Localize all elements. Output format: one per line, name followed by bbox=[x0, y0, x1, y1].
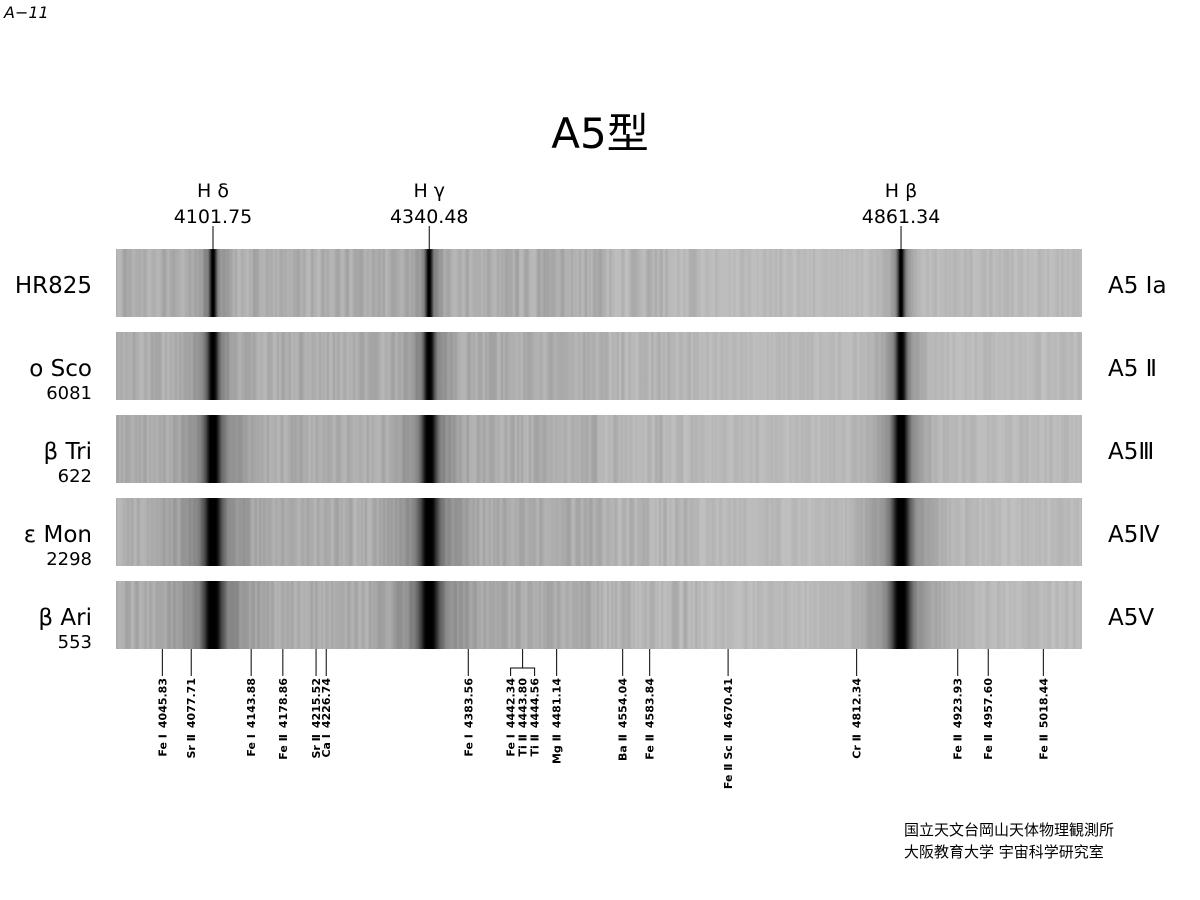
feature-label: Fe Ⅱ 4923.93 bbox=[952, 678, 965, 760]
feature-species: Sr Ⅱ bbox=[185, 734, 198, 758]
line-wavelength: 4101.75 bbox=[174, 206, 253, 228]
feature-label: Fe Ⅰ 4143.88 bbox=[245, 678, 258, 757]
feature-wavelength: 4957.60 bbox=[982, 678, 995, 728]
feature-species: Ba Ⅱ bbox=[617, 734, 630, 761]
star-name: ε Mon bbox=[24, 522, 92, 548]
feature-wavelength: 4442.34 bbox=[505, 678, 518, 728]
credit: 国立天文台岡山天体物理観測所 bbox=[904, 821, 1114, 839]
feature-wavelength: 4444.56 bbox=[529, 678, 542, 728]
star-name: β Tri bbox=[43, 439, 92, 465]
feature-label: Fe Ⅱ 4957.60 bbox=[982, 678, 995, 760]
feature-wavelength: 4481.14 bbox=[551, 678, 564, 728]
feature-bracket bbox=[510, 667, 536, 676]
spectral-class: A5Ⅳ bbox=[1108, 522, 1160, 548]
spectral-class: A5 Ⅱ bbox=[1108, 356, 1157, 382]
feature-species: Cr Ⅱ bbox=[851, 734, 864, 759]
spectrum-strip bbox=[116, 249, 1082, 317]
feature-species: Fe Ⅰ bbox=[245, 734, 258, 756]
feature-species: Fe Ⅱ bbox=[952, 734, 965, 760]
line-name: H δ bbox=[197, 180, 229, 202]
feature-wavelength: 4045.83 bbox=[156, 678, 169, 728]
spectrum-strip bbox=[116, 498, 1082, 566]
feature-label: Cr Ⅱ 4812.34 bbox=[851, 678, 864, 759]
feature-species: Ti Ⅱ bbox=[529, 734, 542, 756]
feature-label: Fe Ⅱ 5018.44 bbox=[1037, 678, 1050, 760]
feature-wavelength: 4226.74 bbox=[320, 678, 333, 728]
line-wavelength: 4340.48 bbox=[390, 206, 469, 228]
feature-label: Sr Ⅱ 4077.71 bbox=[185, 678, 198, 759]
title: A5型 bbox=[551, 109, 648, 158]
feature-label: Ba Ⅱ 4554.04 bbox=[617, 678, 630, 761]
line-name: H β bbox=[885, 180, 917, 202]
spectrum-strip bbox=[116, 581, 1082, 649]
feature-wavelength: 4215.52 bbox=[310, 678, 323, 728]
feature-species: Fe Ⅰ bbox=[156, 734, 169, 756]
feature-label: Fe Ⅰ 4045.83 bbox=[156, 678, 169, 757]
feature-wavelength: 4670.41 bbox=[722, 678, 735, 728]
feature-wavelength: 5018.44 bbox=[1037, 678, 1050, 728]
star-name: β Ari bbox=[38, 605, 92, 631]
feature-label: Fe Ⅰ 4383.56 bbox=[462, 678, 475, 757]
feature-species: Mg Ⅱ bbox=[551, 734, 564, 764]
feature-label: Sr Ⅱ 4215.52 bbox=[310, 678, 323, 759]
feature-label: Fe Ⅱ 4583.84 bbox=[644, 678, 657, 760]
feature-species: Sr Ⅱ bbox=[310, 734, 323, 758]
feature-label: Ca Ⅰ 4226.74 bbox=[320, 678, 333, 758]
star-number: 622 bbox=[58, 466, 92, 487]
feature-wavelength: 4143.88 bbox=[245, 678, 258, 728]
spectral-class: A5Ⅲ bbox=[1108, 439, 1154, 465]
spectral-class: A5 Ⅰa bbox=[1108, 273, 1167, 299]
feature-species: Fe Ⅱ bbox=[644, 734, 657, 760]
feature-wavelength: 4383.56 bbox=[462, 678, 475, 728]
feature-wavelength: 4583.84 bbox=[644, 678, 657, 728]
feature-species: Fe Ⅱ bbox=[982, 734, 995, 760]
feature-species: Fe Ⅱ Sc Ⅱ bbox=[722, 734, 735, 789]
feature-wavelength: 4443.80 bbox=[517, 678, 530, 728]
credit: 大阪教育大学 宇宙科学研究室 bbox=[904, 843, 1104, 861]
feature-label: Ti Ⅱ 4444.56 bbox=[529, 678, 542, 757]
feature-label: Fe Ⅱ 4178.86 bbox=[277, 678, 290, 760]
feature-species: Fe Ⅱ bbox=[277, 734, 290, 760]
feature-wavelength: 4812.34 bbox=[851, 678, 864, 728]
feature-species: Ti Ⅱ bbox=[517, 734, 530, 756]
feature-label: Mg Ⅱ 4481.14 bbox=[551, 678, 564, 764]
feature-species: Fe Ⅰ bbox=[462, 734, 475, 756]
feature-wavelength: 4077.71 bbox=[185, 678, 198, 728]
feature-species: Ca Ⅰ bbox=[320, 734, 333, 757]
star-number: 553 bbox=[58, 632, 92, 653]
feature-species: Fe Ⅱ bbox=[1037, 734, 1050, 760]
spectrum-strip bbox=[116, 415, 1082, 483]
star-name: HR825 bbox=[15, 273, 92, 299]
line-wavelength: 4861.34 bbox=[862, 206, 941, 228]
line-name: H γ bbox=[413, 180, 445, 202]
spectral-class: A5Ⅴ bbox=[1108, 605, 1154, 631]
star-number: 6081 bbox=[46, 383, 92, 404]
feature-wavelength: 4178.86 bbox=[277, 678, 290, 728]
feature-species: Fe Ⅰ bbox=[505, 734, 518, 756]
feature-wavelength: 4554.04 bbox=[617, 678, 630, 728]
star-number: 2298 bbox=[46, 549, 92, 570]
spectrum-strip bbox=[116, 332, 1082, 400]
feature-wavelength: 4923.93 bbox=[952, 678, 965, 728]
page-label: A−11 bbox=[3, 3, 49, 22]
star-name: ο Sco bbox=[29, 356, 92, 382]
feature-label: Fe Ⅰ 4442.34 bbox=[505, 678, 518, 757]
feature-label: Fe Ⅱ Sc Ⅱ 4670.41 bbox=[722, 678, 735, 789]
feature-label: Ti Ⅱ 4443.80 bbox=[517, 678, 530, 757]
